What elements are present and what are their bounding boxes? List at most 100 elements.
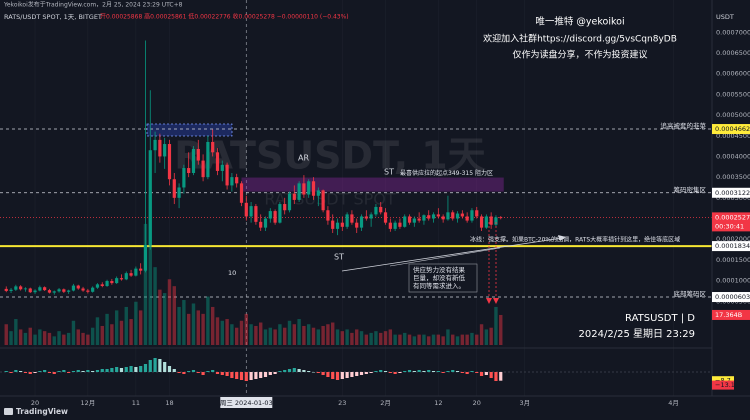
candle-body xyxy=(431,214,436,219)
volume-bar xyxy=(143,223,148,345)
macd-bar xyxy=(307,371,311,372)
candle-body xyxy=(115,278,119,284)
macd-bar xyxy=(148,360,152,372)
candle-body xyxy=(33,290,37,293)
macd-bar xyxy=(355,372,359,376)
price-label-bg xyxy=(712,124,750,135)
candle-body xyxy=(379,206,383,213)
macd-bar xyxy=(163,362,167,372)
macd-bar xyxy=(187,371,191,372)
macd-bar xyxy=(124,367,128,372)
candle-body xyxy=(148,150,152,246)
candle-body xyxy=(220,164,224,171)
macd-bar xyxy=(311,372,316,373)
volume-bar xyxy=(470,332,474,345)
price-label: 0.00046623 xyxy=(715,125,750,133)
macd-bar xyxy=(417,370,421,372)
macd-bar xyxy=(244,372,248,381)
candle-body xyxy=(451,212,455,219)
macd-bar xyxy=(4,371,8,372)
macd-bar xyxy=(143,364,148,372)
countdown: 00:30:41 xyxy=(715,222,744,230)
candle-body xyxy=(230,177,234,186)
candle-body xyxy=(484,216,488,228)
macd-bar xyxy=(316,372,320,373)
candle-body xyxy=(393,222,397,229)
volume-bar xyxy=(134,301,138,345)
candle-body xyxy=(28,288,32,293)
macd-bar xyxy=(110,368,114,372)
candle-body xyxy=(278,204,282,223)
x-tick-label: 20 xyxy=(473,399,481,407)
volume-bar xyxy=(321,325,325,345)
volume-bar xyxy=(86,334,90,345)
macd-bar xyxy=(302,370,306,372)
volume-bar xyxy=(340,331,345,345)
macd-bar xyxy=(369,372,373,373)
candle-body xyxy=(297,183,301,200)
last-price: 0.00025278 xyxy=(715,213,750,221)
volume-label: 17.364B xyxy=(715,311,742,319)
macd-bar xyxy=(460,372,464,373)
candle-body xyxy=(52,291,56,293)
macd-bar xyxy=(91,371,95,372)
candle-body xyxy=(235,177,239,184)
volume-bar xyxy=(287,320,292,345)
candle-body xyxy=(38,287,42,291)
macd-label-bg xyxy=(712,380,734,390)
volume-bar xyxy=(90,327,95,345)
x-tick-label: 23 xyxy=(338,399,346,407)
macd-bar xyxy=(105,369,109,372)
volume-bar xyxy=(335,329,340,345)
ohlc: 开0.00025868 高0.00025861 低0.00022776 收0.0… xyxy=(100,13,349,21)
volume-bar xyxy=(369,332,373,345)
volume-bar xyxy=(364,334,369,345)
candle-body xyxy=(153,139,157,151)
macd-bar xyxy=(47,372,52,373)
volume-bar xyxy=(4,324,8,345)
volume-bar xyxy=(398,334,402,345)
candle-body xyxy=(143,245,148,271)
level-note: 追高被套的韭菜 xyxy=(661,121,707,130)
note-line: 欢迎加入社群https://discord.gg/5vsCqn8yDB xyxy=(483,33,677,45)
price-label-bg xyxy=(712,241,750,252)
macd-bar xyxy=(158,359,162,372)
macd-bar xyxy=(379,370,383,372)
candle-body xyxy=(331,220,335,229)
volume-bar xyxy=(210,306,215,345)
volume-bar xyxy=(148,194,152,345)
macd-bar xyxy=(383,371,388,372)
macd-bar xyxy=(95,370,100,372)
macd-bar xyxy=(23,372,28,373)
volume-bar xyxy=(249,324,253,345)
macd-bar xyxy=(14,370,18,372)
candle-body xyxy=(134,268,138,276)
macd-bar xyxy=(436,371,440,372)
macd-bar xyxy=(43,370,47,372)
macd-bar xyxy=(225,372,229,376)
last-price-bg xyxy=(712,212,750,232)
volume-bar xyxy=(196,310,200,345)
candle-body xyxy=(239,183,244,203)
volume-bar xyxy=(234,327,239,345)
macd-bar xyxy=(211,370,215,372)
macd-bar xyxy=(374,371,378,372)
zone-label: 最喜供应拉的起点349-315 阻力区 xyxy=(400,169,493,177)
volume-bar xyxy=(114,310,119,345)
candle-body xyxy=(196,148,200,161)
candle-body xyxy=(287,193,292,211)
macd-bar xyxy=(489,372,493,378)
label-ar: AR xyxy=(298,154,309,163)
volume-bar xyxy=(182,300,186,345)
candle-body xyxy=(129,273,133,276)
macd-bar xyxy=(335,372,340,380)
macd-bar xyxy=(345,372,349,378)
candle-body xyxy=(369,214,373,219)
volume-bar xyxy=(258,322,263,345)
note-box xyxy=(408,263,478,293)
candle-body xyxy=(398,222,402,227)
volume-bar xyxy=(239,320,244,345)
